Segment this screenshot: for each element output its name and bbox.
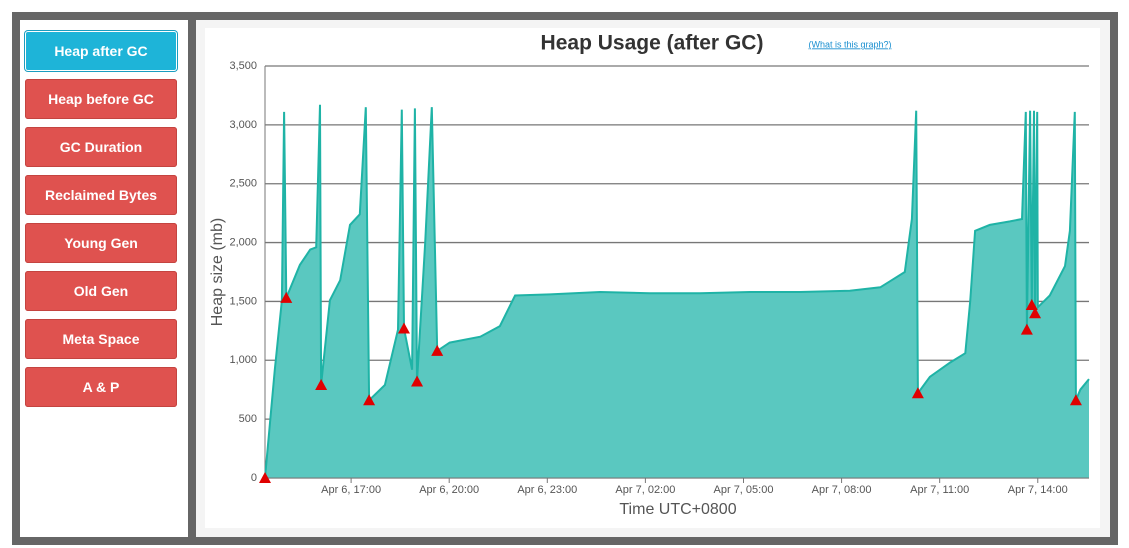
nav-button[interactable]: Heap after GC: [25, 31, 177, 71]
y-tick-label: 500: [239, 413, 257, 425]
chart-title: Heap Usage (after GC): [541, 32, 764, 55]
gc-marker: [259, 472, 271, 483]
x-tick-label: Apr 7, 14:00: [1008, 484, 1068, 496]
gc-marker: [363, 394, 376, 406]
x-tick-label: Apr 7, 02:00: [615, 484, 675, 496]
nav-button[interactable]: Heap before GC: [25, 79, 177, 119]
nav-button[interactable]: Young Gen: [25, 223, 177, 263]
area: [265, 104, 1089, 479]
nav-button[interactable]: Old Gen: [25, 271, 177, 311]
gc-marker: [280, 291, 293, 303]
y-tick-label: 1,500: [229, 295, 257, 307]
gc-marker: [1029, 307, 1042, 319]
y-tick-label: 1,000: [229, 354, 257, 366]
y-tick-label: 2,500: [229, 178, 257, 190]
nav-button[interactable]: A & P: [25, 367, 177, 407]
help-link[interactable]: (What is this graph?): [808, 39, 891, 49]
x-axis-label: Time UTC+0800: [619, 501, 736, 518]
gc-marker: [911, 387, 924, 399]
x-tick-label: Apr 6, 17:00: [321, 484, 381, 496]
nav-button[interactable]: Meta Space: [25, 319, 177, 359]
y-axis-label: Heap size (mb): [209, 218, 226, 326]
x-tick-label: Apr 6, 20:00: [419, 484, 479, 496]
x-tick-label: Apr 7, 11:00: [910, 484, 969, 496]
x-tick-label: Apr 6, 23:00: [517, 484, 577, 496]
x-tick-label: Apr 7, 05:00: [714, 484, 774, 496]
gc-marker: [1020, 323, 1033, 335]
gc-marker: [1025, 298, 1038, 310]
y-tick-label: 2,000: [229, 236, 257, 248]
area-line: [264, 104, 1090, 479]
y-tick-label: 3,500: [229, 60, 257, 72]
nav-button[interactable]: Reclaimed Bytes: [25, 175, 177, 215]
y-tick-label: 3,000: [229, 119, 257, 131]
gc-marker: [397, 322, 410, 334]
gc-marker: [1069, 394, 1082, 406]
gc-marker: [315, 379, 328, 391]
nav-button[interactable]: GC Duration: [25, 127, 177, 167]
x-tick-label: Apr 7, 08:00: [812, 484, 872, 496]
y-tick-label: 0: [251, 472, 257, 484]
gc-marker: [411, 375, 424, 387]
gc-marker: [431, 344, 444, 356]
